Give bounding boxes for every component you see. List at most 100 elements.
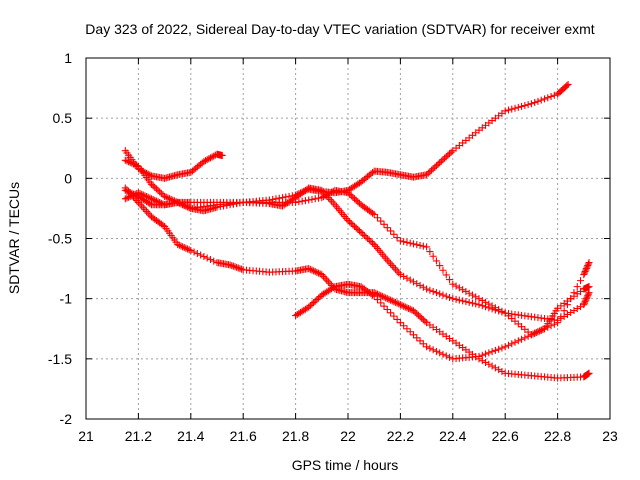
data-point <box>577 277 585 285</box>
data-point <box>432 289 440 297</box>
data-point <box>449 295 457 303</box>
data-point <box>537 96 545 104</box>
data-point <box>532 329 540 337</box>
x-tick-label: 22 <box>340 428 356 444</box>
y-tick-label: -0.5 <box>48 231 72 247</box>
data-point <box>121 186 129 194</box>
data-point <box>347 192 355 200</box>
data-point <box>369 209 377 217</box>
data-point <box>423 343 431 351</box>
data-point <box>439 291 447 299</box>
chart-title: Day 323 of 2022, Sidereal Day-to-day VTE… <box>85 21 594 37</box>
data-point <box>439 350 447 358</box>
data-point <box>156 188 164 196</box>
data-point <box>437 157 445 165</box>
data-point <box>401 303 409 311</box>
data-point <box>491 364 499 372</box>
data-point <box>468 291 476 299</box>
data-point <box>362 233 370 241</box>
data-point <box>344 216 352 224</box>
axis-ticks: 21 21.2 21.4 21.6 21.8 22 22.2 22.4 22.6 22.8 23 1 0… <box>48 50 618 444</box>
data-point <box>146 200 154 208</box>
x-tick-label: 21.8 <box>282 428 309 444</box>
data-point <box>352 224 360 232</box>
x-tick-label: 23 <box>602 428 618 444</box>
data-point <box>432 257 440 265</box>
data-point <box>143 207 151 215</box>
data-point <box>462 298 470 306</box>
data-point <box>175 241 183 249</box>
data-point <box>395 300 403 308</box>
data-point <box>162 193 170 201</box>
data-point <box>413 310 421 318</box>
data-point <box>411 308 419 316</box>
data-point <box>133 162 141 170</box>
data-point <box>367 238 375 246</box>
data-point <box>498 307 506 315</box>
data-point <box>308 195 316 203</box>
data-point <box>564 80 572 88</box>
data-point <box>396 301 404 309</box>
data-point <box>177 242 185 250</box>
data-point <box>308 266 316 274</box>
data-point <box>462 287 470 295</box>
data-point <box>393 234 401 242</box>
data-point <box>311 297 319 305</box>
data-point <box>531 99 539 107</box>
data-point <box>123 157 131 165</box>
data-point <box>329 284 337 292</box>
data-point <box>410 331 417 339</box>
data-point <box>329 199 337 207</box>
data-point <box>410 278 417 286</box>
data-point <box>504 341 512 349</box>
data-point <box>138 202 146 210</box>
data-point <box>321 274 329 282</box>
x-tick-label: 22.2 <box>387 428 414 444</box>
data-point <box>396 271 404 279</box>
data-point <box>573 283 581 291</box>
data-point <box>429 165 437 173</box>
data-point <box>313 268 321 276</box>
data-point <box>527 100 535 108</box>
data-point <box>439 156 447 164</box>
data-point <box>585 369 593 377</box>
data-point <box>187 247 195 255</box>
data-point <box>419 340 427 348</box>
data-point <box>226 261 234 269</box>
data-point <box>485 360 493 368</box>
data-point <box>429 287 437 295</box>
data-point <box>436 159 444 167</box>
data-point <box>478 351 486 359</box>
data-point <box>377 299 385 307</box>
data-point <box>442 292 450 300</box>
data-point <box>465 298 473 306</box>
data-point <box>303 185 311 193</box>
data-point <box>126 189 134 197</box>
data-point <box>385 295 393 303</box>
data-point <box>349 221 357 229</box>
data-point <box>231 263 239 271</box>
data-point <box>369 168 377 176</box>
data-point <box>125 158 133 166</box>
data-point <box>179 243 187 251</box>
data-point <box>148 180 155 188</box>
data-point <box>387 296 395 304</box>
data-point <box>357 228 365 236</box>
data-point <box>529 330 537 338</box>
data-point <box>370 210 378 218</box>
data-point <box>557 313 565 321</box>
data-point <box>436 349 444 357</box>
data-point <box>554 319 562 327</box>
data-point <box>580 301 588 309</box>
data-point <box>315 294 323 302</box>
data-point <box>387 227 395 235</box>
data-point <box>498 367 506 375</box>
data-point <box>583 293 591 301</box>
data-point <box>301 197 309 205</box>
data-point <box>129 190 137 198</box>
data-point <box>206 256 214 264</box>
y-axis-label: SDTVAR / TECUs <box>6 182 22 294</box>
data-point <box>581 268 589 276</box>
data-point <box>584 262 592 270</box>
data-point <box>419 242 427 250</box>
